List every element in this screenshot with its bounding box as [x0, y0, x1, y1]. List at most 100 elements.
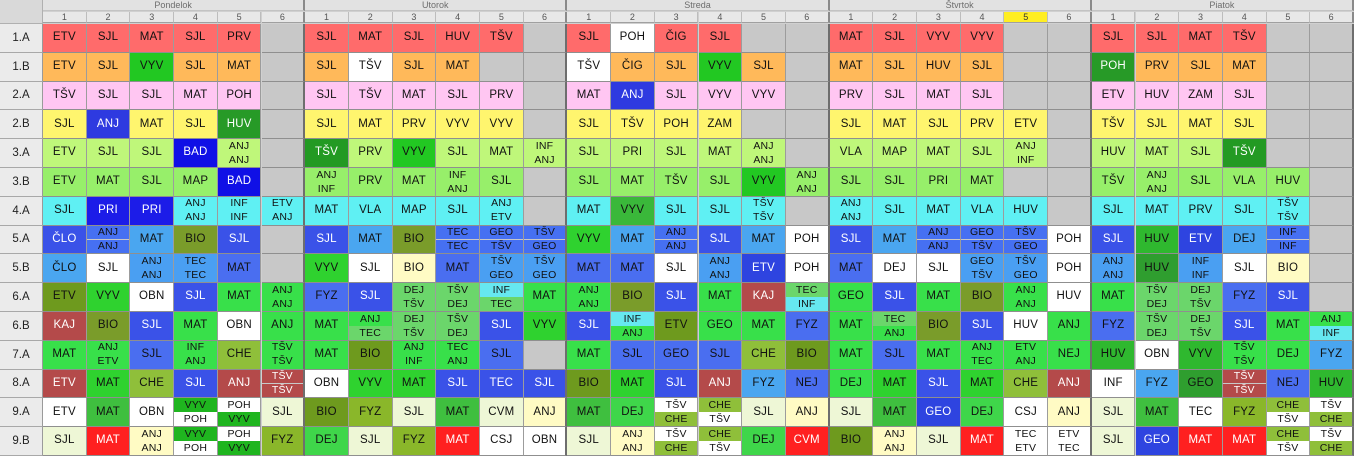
lesson-cell[interactable]: PRV: [829, 81, 874, 111]
lesson-cell[interactable]: INF INF: [1266, 225, 1311, 255]
lesson-cell[interactable]: ANJ ANJ: [1004, 283, 1049, 312]
lesson-cell[interactable]: ANJ: [1048, 312, 1092, 341]
lesson-cell[interactable]: TŠV GEO: [1004, 254, 1049, 284]
lesson-cell[interactable]: PRV: [1135, 52, 1180, 82]
lesson-cell[interactable]: [1266, 139, 1311, 168]
lesson-cell[interactable]: SJL: [174, 24, 218, 53]
lesson-cell[interactable]: TŠV: [1222, 139, 1267, 168]
lesson-cell[interactable]: [1048, 24, 1092, 53]
lesson-cell[interactable]: ANJ: [698, 369, 743, 399]
lesson-cell[interactable]: TŠV: [1222, 24, 1267, 53]
lesson-cell[interactable]: HUV: [1091, 139, 1136, 168]
lesson-cell[interactable]: [1266, 110, 1311, 140]
lesson-cell[interactable]: MAT: [217, 283, 262, 312]
lesson-cell[interactable]: ANJ: [523, 398, 568, 428]
lesson-cell[interactable]: PRV: [348, 139, 393, 168]
lesson-cell[interactable]: MAT: [567, 196, 612, 226]
lesson-cell[interactable]: TŠV CHE: [654, 398, 699, 428]
lesson-cell[interactable]: TŠV TŠV: [742, 196, 786, 226]
lesson-cell[interactable]: MAT: [960, 369, 1005, 399]
lesson-cell[interactable]: NEJ: [1048, 340, 1092, 370]
lesson-cell[interactable]: GEO: [654, 340, 699, 370]
lesson-cell[interactable]: HUV: [1048, 283, 1092, 312]
lesson-cell[interactable]: MAT: [348, 24, 393, 53]
lesson-cell[interactable]: DEJ: [611, 398, 655, 428]
lesson-cell[interactable]: MAT: [829, 312, 874, 341]
lesson-cell[interactable]: MAT: [1179, 24, 1223, 53]
lesson-cell[interactable]: [1310, 110, 1354, 140]
lesson-cell[interactable]: ANJ: [1048, 369, 1092, 399]
lesson-cell[interactable]: [1004, 81, 1049, 111]
lesson-cell[interactable]: SJL: [1179, 168, 1223, 197]
class-label[interactable]: 5.A: [0, 225, 43, 255]
lesson-cell[interactable]: CVM: [785, 427, 830, 456]
class-label[interactable]: 2.A: [0, 81, 43, 111]
lesson-cell[interactable]: SJL: [86, 254, 131, 284]
lesson-cell[interactable]: BIO: [86, 312, 131, 341]
lesson-cell[interactable]: MAT: [1222, 427, 1267, 456]
lesson-cell[interactable]: MAT: [86, 168, 131, 197]
lesson-cell[interactable]: VYV: [698, 52, 743, 82]
lesson-cell[interactable]: HUV: [917, 52, 961, 82]
lesson-cell[interactable]: ETV: [43, 52, 87, 82]
lesson-cell[interactable]: TŠV: [43, 81, 87, 111]
lesson-cell[interactable]: [1310, 52, 1354, 82]
lesson-cell[interactable]: MAT: [873, 398, 917, 428]
lesson-cell[interactable]: ANJ ANJ: [1091, 254, 1136, 284]
lesson-cell[interactable]: ETV: [43, 283, 87, 312]
lesson-cell[interactable]: SJL: [174, 110, 218, 140]
lesson-cell[interactable]: TŠV GEO: [523, 225, 568, 255]
lesson-cell[interactable]: SJL: [305, 52, 349, 82]
lesson-cell[interactable]: FYZ: [1135, 369, 1180, 399]
lesson-cell[interactable]: ZAM: [698, 110, 743, 140]
lesson-cell[interactable]: DEJ: [829, 369, 874, 399]
lesson-cell[interactable]: TŠV DEJ: [436, 283, 480, 312]
lesson-cell[interactable]: MAT: [960, 168, 1005, 197]
lesson-cell[interactable]: TEC: [1179, 398, 1223, 428]
lesson-cell[interactable]: PRV: [960, 110, 1005, 140]
lesson-cell[interactable]: MAT: [43, 340, 87, 370]
lesson-cell[interactable]: VYV: [480, 110, 524, 140]
lesson-cell[interactable]: VYV: [698, 81, 743, 111]
lesson-cell[interactable]: MAT: [873, 110, 917, 140]
lesson-cell[interactable]: [1004, 52, 1049, 82]
lesson-cell[interactable]: [1266, 24, 1311, 53]
lesson-cell[interactable]: HUV: [1310, 369, 1354, 399]
lesson-cell[interactable]: [261, 24, 306, 53]
lesson-cell[interactable]: MAT: [1266, 312, 1311, 341]
lesson-cell[interactable]: SJL: [348, 427, 393, 456]
lesson-cell[interactable]: HUV: [1135, 81, 1180, 111]
lesson-cell[interactable]: PRV: [348, 168, 393, 197]
lesson-cell[interactable]: SJL: [436, 369, 480, 399]
lesson-cell[interactable]: [480, 52, 524, 82]
lesson-cell[interactable]: [785, 110, 830, 140]
lesson-cell[interactable]: ETV: [1179, 225, 1223, 255]
class-label[interactable]: 6.B: [0, 312, 43, 341]
lesson-cell[interactable]: POH: [611, 24, 655, 53]
lesson-cell[interactable]: MAT: [611, 254, 655, 284]
lesson-cell[interactable]: SJL: [130, 340, 175, 370]
lesson-cell[interactable]: MAP: [174, 168, 218, 197]
lesson-cell[interactable]: SJL: [43, 110, 87, 140]
lesson-cell[interactable]: CVM: [480, 398, 524, 428]
lesson-cell[interactable]: MAT: [348, 110, 393, 140]
lesson-cell[interactable]: [261, 139, 306, 168]
lesson-cell[interactable]: SJL: [917, 110, 961, 140]
lesson-cell[interactable]: TŠV GEO: [1004, 225, 1049, 255]
lesson-cell[interactable]: SJL: [960, 139, 1005, 168]
lesson-cell[interactable]: ANJ: [1048, 398, 1092, 428]
lesson-cell[interactable]: SJL: [917, 254, 961, 284]
lesson-cell[interactable]: FYZ: [392, 427, 437, 456]
lesson-cell[interactable]: ETV ANJ: [261, 196, 306, 226]
lesson-cell[interactable]: TEC INF: [785, 283, 830, 312]
lesson-cell[interactable]: [1048, 110, 1092, 140]
lesson-cell[interactable]: MAT: [917, 340, 961, 370]
lesson-cell[interactable]: SJL: [1222, 254, 1267, 284]
lesson-cell[interactable]: ANJ ANJ: [1135, 168, 1180, 197]
lesson-cell[interactable]: SJL: [654, 52, 699, 82]
lesson-cell[interactable]: MAT: [829, 24, 874, 53]
lesson-cell[interactable]: [1310, 24, 1354, 53]
lesson-cell[interactable]: SJL: [217, 225, 262, 255]
lesson-cell[interactable]: SJL: [654, 369, 699, 399]
lesson-cell[interactable]: ANJ ETV: [480, 196, 524, 226]
